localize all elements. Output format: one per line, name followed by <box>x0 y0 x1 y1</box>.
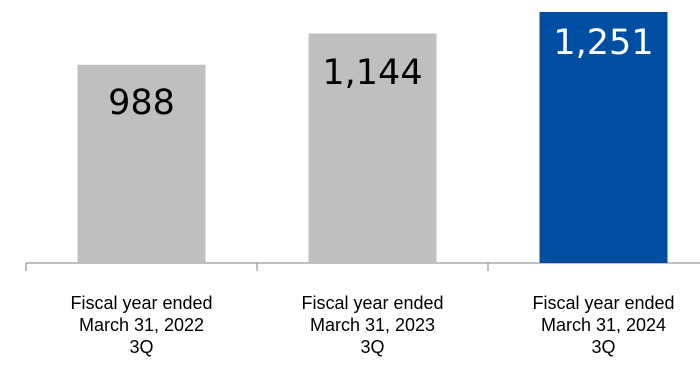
category-label-2-line-2: March 31, 2023 <box>310 315 435 335</box>
bar-3 <box>539 12 668 263</box>
category-label-1-line-1: Fiscal year ended <box>70 293 212 313</box>
category-label-2-line-1: Fiscal year ended <box>301 293 443 313</box>
bar-2 <box>308 33 437 263</box>
category-label-3-line-2: March 31, 2024 <box>541 315 666 335</box>
category-label-2-line-3: 3Q <box>360 337 384 357</box>
category-label-1-line-3: 3Q <box>129 337 153 357</box>
bar-value-label-2: 1,144 <box>322 53 422 93</box>
bar-value-label-3: 1,251 <box>553 23 653 63</box>
category-label-1-line-2: March 31, 2022 <box>79 315 204 335</box>
category-label-3-line-1: Fiscal year ended <box>532 293 674 313</box>
category-label-3-line-3: 3Q <box>591 337 615 357</box>
bar-1 <box>77 64 206 263</box>
bar-value-label-1: 988 <box>108 83 175 123</box>
